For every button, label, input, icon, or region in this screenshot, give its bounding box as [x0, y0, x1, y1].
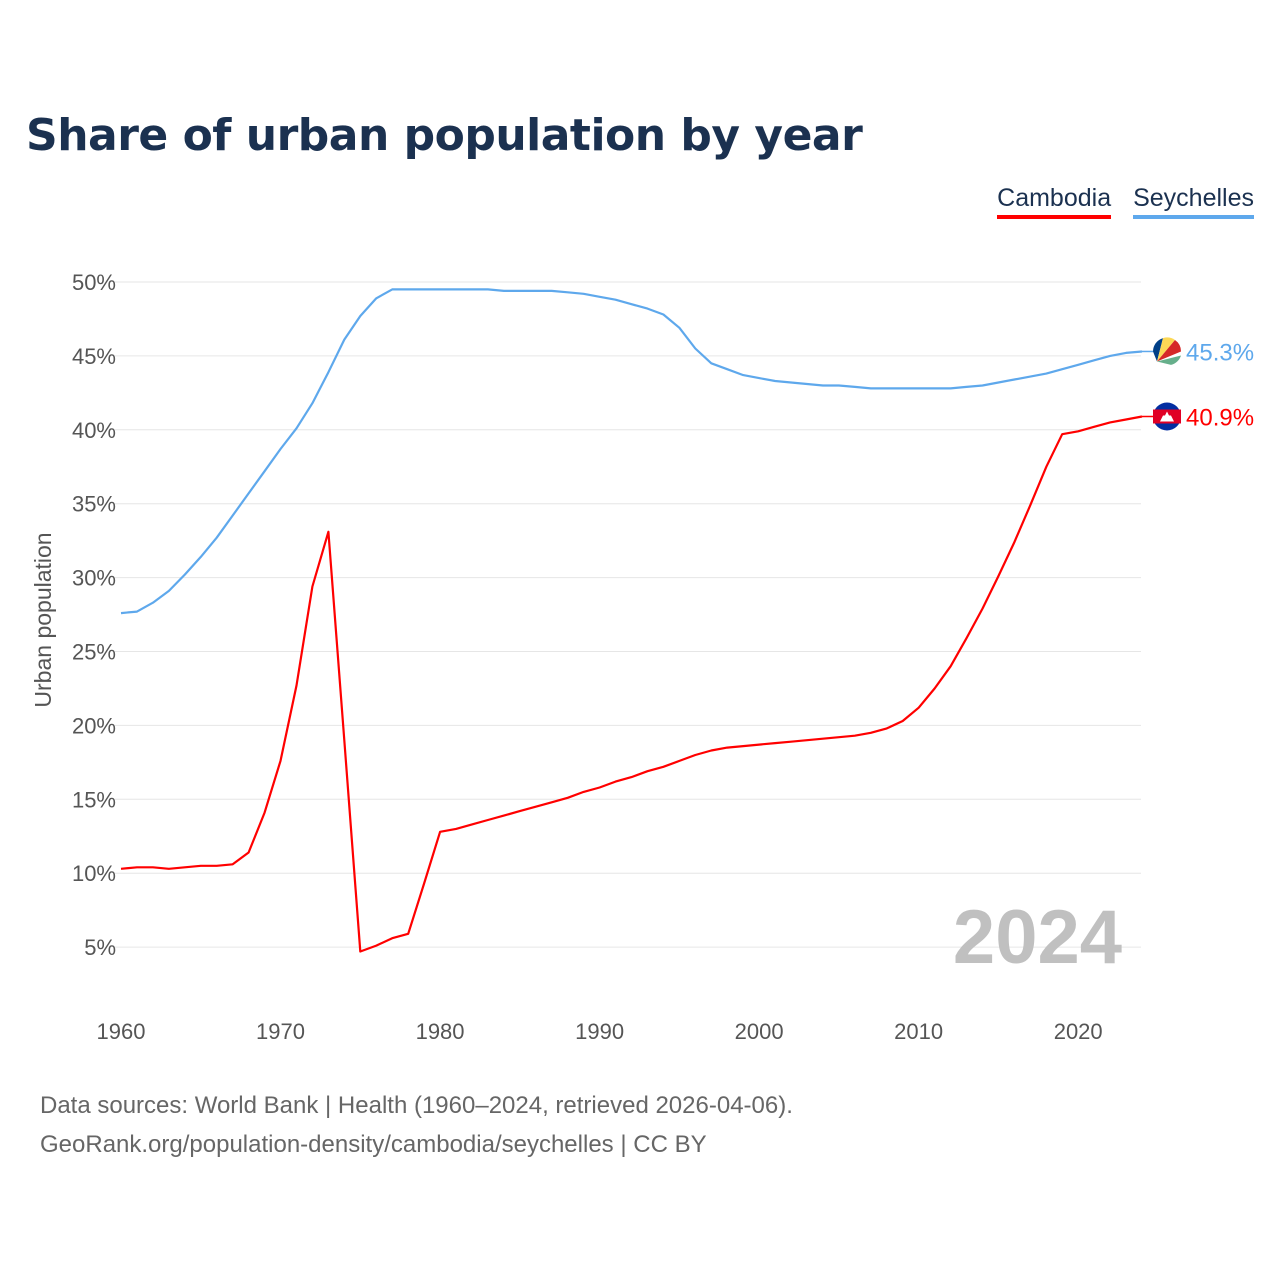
flag-red	[1157, 339, 1181, 362]
x-tick-label: 2010	[894, 1019, 943, 1044]
y-tick-label: 45%	[72, 344, 116, 369]
end-value-label: 40.9%	[1186, 404, 1254, 431]
flag-temple	[1160, 411, 1174, 422]
y-tick-label: 20%	[72, 713, 116, 738]
y-tick-label: 15%	[72, 787, 116, 812]
x-tick-label: 2000	[735, 1019, 784, 1044]
x-tick-label: 1970	[256, 1019, 305, 1044]
series-line-seychelles[interactable]	[120, 288, 1143, 615]
y-tick-label: 5%	[84, 935, 116, 960]
legend: Cambodia Seychelles	[997, 184, 1254, 219]
y-tick-label: 10%	[72, 861, 116, 886]
cambodia-flag-icon	[1153, 402, 1181, 431]
x-tick-label: 2020	[1054, 1019, 1103, 1044]
legend-item-cambodia[interactable]: Cambodia	[997, 184, 1112, 219]
flag-yellow	[1157, 337, 1175, 362]
data-sources: Data sources: World Bank | Health (1960–…	[40, 1092, 793, 1119]
y-axis-label: Urban population	[30, 532, 56, 707]
y-tick-label: 25%	[72, 640, 116, 665]
flag-blue	[1153, 338, 1163, 362]
chart-title: Share of urban population by year	[26, 110, 863, 161]
legend-item-seychelles[interactable]: Seychelles	[1133, 184, 1254, 219]
x-tick-label: 1960	[97, 1019, 146, 1044]
flag-green	[1157, 355, 1181, 365]
y-tick-label: 40%	[72, 418, 116, 443]
y-tick-label: 30%	[72, 566, 116, 591]
footer: Data sources: World Bank | Health (1960–…	[40, 1086, 793, 1164]
x-tick-label: 1980	[416, 1019, 465, 1044]
seychelles-flag-icon	[1153, 337, 1181, 366]
x-tick-label: 1990	[575, 1019, 624, 1044]
series-line-cambodia[interactable]	[120, 415, 1143, 953]
end-value-label: 45.3%	[1186, 339, 1254, 366]
y-tick-label: 50%	[72, 270, 116, 295]
source-link[interactable]: GeoRank.org/population-density/cambodia/…	[40, 1131, 707, 1158]
y-tick-label: 35%	[72, 492, 116, 517]
year-watermark: 2024	[953, 895, 1122, 980]
